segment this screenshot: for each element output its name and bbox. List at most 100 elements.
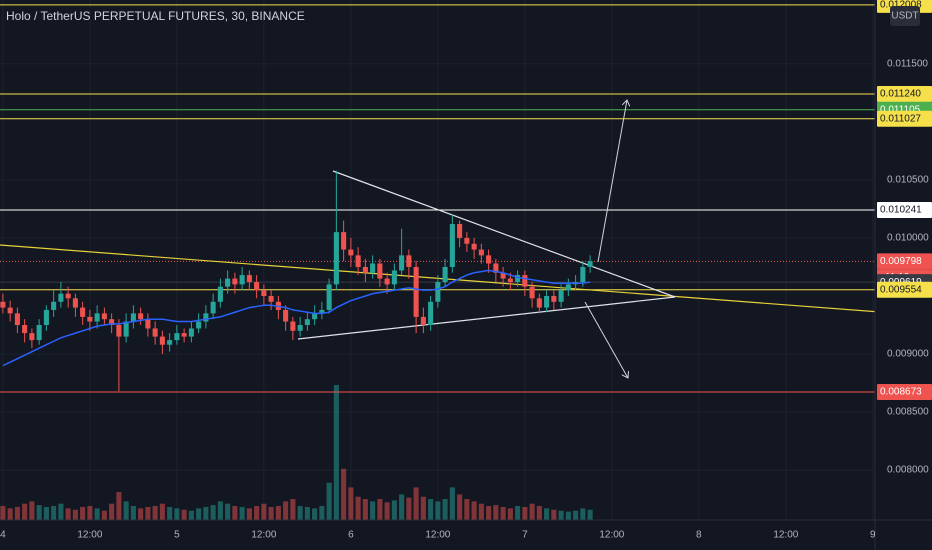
candle-body — [7, 307, 13, 314]
candle-body — [239, 275, 245, 285]
candle-body — [326, 284, 332, 310]
volume-bar — [536, 506, 542, 520]
volume-bar — [130, 506, 136, 520]
price-tag-label: 0.008673 — [880, 387, 922, 398]
volume-bar — [80, 506, 86, 520]
volume-bar — [573, 510, 579, 520]
volume-bar — [486, 506, 492, 520]
volume-bar — [29, 501, 35, 520]
volume-bar — [341, 468, 347, 520]
triangle-upper — [332, 170, 676, 298]
candle-body — [333, 232, 339, 285]
candle-body — [210, 301, 216, 314]
candle-body — [290, 321, 296, 331]
price-tag — [877, 253, 932, 270]
candle-body — [297, 325, 303, 331]
price-tag-label: 0.009554 — [880, 284, 922, 295]
price-tag — [877, 201, 932, 218]
chart-title: Holo / TetherUS PERPETUAL FUTURES, 30, B… — [6, 9, 305, 23]
volume-bar — [348, 487, 354, 520]
volume-bar — [370, 501, 376, 520]
volume-bar — [51, 506, 57, 520]
candle-body — [493, 263, 499, 273]
volume-bar — [152, 506, 158, 520]
candle-body — [391, 270, 397, 285]
volume-bar — [478, 503, 484, 520]
candle-body — [565, 284, 571, 291]
volume-bar — [145, 506, 151, 520]
price-tag — [877, 110, 932, 127]
y-tick-label: 0.011500 — [887, 58, 928, 69]
candle-body — [43, 309, 49, 325]
volume-bar — [225, 503, 231, 520]
volume-bar — [94, 508, 100, 520]
volume-bar — [551, 509, 557, 520]
volume-bar — [87, 506, 93, 520]
currency-button[interactable] — [890, 6, 920, 26]
candle-body — [413, 266, 419, 317]
candle-body — [370, 263, 376, 273]
candle-body — [580, 266, 586, 283]
volume-bar — [123, 501, 129, 520]
candle-body — [377, 263, 383, 279]
volume-bar — [457, 494, 463, 520]
candle-body — [457, 224, 463, 238]
volume-bar — [435, 501, 441, 520]
volume-bar — [406, 497, 412, 520]
volume-bar — [43, 506, 49, 520]
currency-label[interactable]: USDT — [891, 11, 918, 22]
candle-body — [22, 325, 28, 334]
candle-body — [261, 290, 267, 296]
volume-bar — [217, 501, 223, 520]
price-tag — [877, 281, 932, 298]
candle-body — [399, 255, 405, 271]
candle-body — [116, 325, 122, 337]
candle-body — [203, 313, 209, 322]
candle-body — [159, 336, 165, 345]
volume-bar — [268, 506, 274, 520]
x-tick-label: 12:00 — [251, 530, 276, 541]
candle-body — [529, 286, 535, 299]
candle-body — [145, 319, 151, 329]
candle-body — [109, 319, 115, 325]
candle-body — [587, 261, 593, 267]
volume-bar — [239, 506, 245, 520]
candle-body — [428, 301, 434, 325]
candle-body — [29, 333, 35, 341]
volume-bar — [326, 482, 332, 520]
volume-bar — [275, 506, 281, 520]
candle-body — [58, 293, 64, 302]
volume-bar — [471, 501, 477, 520]
volume-bar — [413, 487, 419, 520]
candle-body — [0, 301, 6, 308]
candle-body — [558, 290, 564, 302]
candle-body — [348, 249, 354, 256]
candle-body — [51, 301, 57, 310]
candle-body — [138, 313, 144, 320]
candle-body — [500, 272, 506, 279]
volume-bar — [442, 499, 448, 520]
candle-body — [72, 298, 78, 308]
candle-body — [246, 275, 252, 283]
candle-body — [507, 278, 513, 283]
triangle-lower — [297, 296, 676, 340]
volume-bar — [544, 508, 550, 520]
candle-body — [449, 224, 455, 267]
volume-bar — [428, 499, 434, 520]
candle-body — [442, 266, 448, 283]
volume-bar — [116, 492, 122, 520]
volume-bar — [565, 511, 571, 520]
x-tick-label: 6 — [348, 530, 354, 541]
price-tag-label: 0.012008 — [880, 0, 922, 11]
volume-bar — [319, 506, 325, 520]
candle-body — [36, 325, 42, 341]
levels — [0, 4, 875, 393]
volume-bar — [14, 506, 20, 520]
volume-bar — [377, 499, 383, 520]
price-tag — [877, 86, 932, 103]
candle-body — [319, 309, 325, 314]
candle-body — [355, 255, 361, 267]
y-tick-label: 0.009000 — [887, 349, 929, 360]
candle-body — [217, 286, 223, 302]
